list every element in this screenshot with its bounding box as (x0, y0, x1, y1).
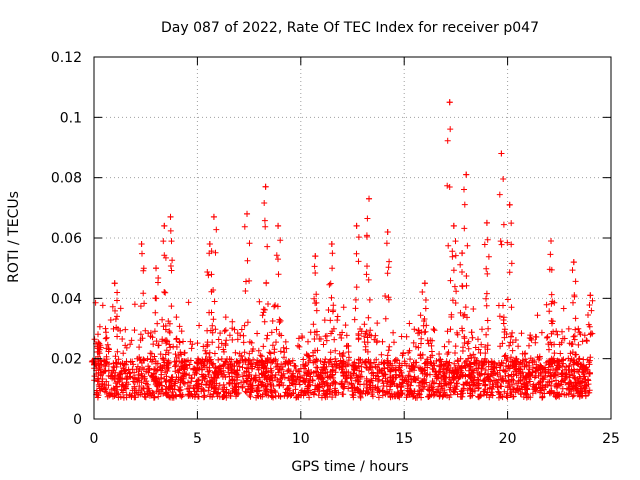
peak-point (384, 228, 391, 235)
peak-point (421, 280, 428, 287)
peak-point (459, 250, 466, 257)
peak-point (446, 99, 453, 106)
peak-point (275, 222, 282, 229)
peak-point (262, 183, 269, 190)
peak-point (161, 222, 168, 229)
plot-frame (93, 56, 612, 420)
peak-point (506, 201, 513, 208)
x-tick-label: 20 (499, 431, 517, 447)
peak-point (570, 259, 577, 266)
peak-point (153, 265, 160, 272)
peak-point (498, 150, 505, 157)
x-tick-label: 0 (90, 431, 99, 447)
peak-point (210, 213, 217, 220)
roti-markers (88, 99, 596, 401)
x-tick-label: 25 (602, 431, 620, 447)
x-tick-label: 10 (292, 431, 310, 447)
peak-point (206, 241, 213, 248)
y-tick-label: 0.1 (60, 110, 82, 126)
axis-ticks: 0 0.02 0.04 0.06 0.08 0.1 0.12 0 5 10 15 20 25 (51, 50, 620, 447)
peak-point (450, 222, 457, 229)
grid (94, 57, 611, 419)
x-axis-label: GPS time / hours (291, 459, 408, 475)
peak-point (483, 219, 490, 226)
y-tick-label: 0.08 (51, 171, 82, 187)
peak-point (587, 292, 594, 299)
data-points (88, 99, 596, 401)
y-tick-label: 0.02 (51, 352, 82, 368)
peak-point (167, 213, 174, 220)
x-tick-label: 5 (193, 431, 202, 447)
peak-point (111, 280, 118, 287)
x-tick-label: 15 (395, 431, 413, 447)
peak-point (366, 195, 373, 202)
y-axis-label: ROTI / TECUs (6, 191, 22, 283)
peak-point (328, 241, 335, 248)
peak-point (548, 238, 555, 245)
peak-point (312, 253, 319, 260)
peak-point (463, 171, 470, 178)
y-tick-label: 0 (73, 412, 82, 428)
chart-title: Day 087 of 2022, Rate Of TEC Index for r… (161, 20, 539, 36)
peak-point (96, 340, 103, 347)
peak-point (138, 241, 145, 248)
peak-point (244, 210, 251, 217)
y-tick-label: 0.04 (51, 291, 82, 307)
y-tick-label: 0.06 (51, 231, 82, 247)
peak-point (353, 222, 360, 229)
y-tick-label: 0.12 (51, 50, 82, 66)
